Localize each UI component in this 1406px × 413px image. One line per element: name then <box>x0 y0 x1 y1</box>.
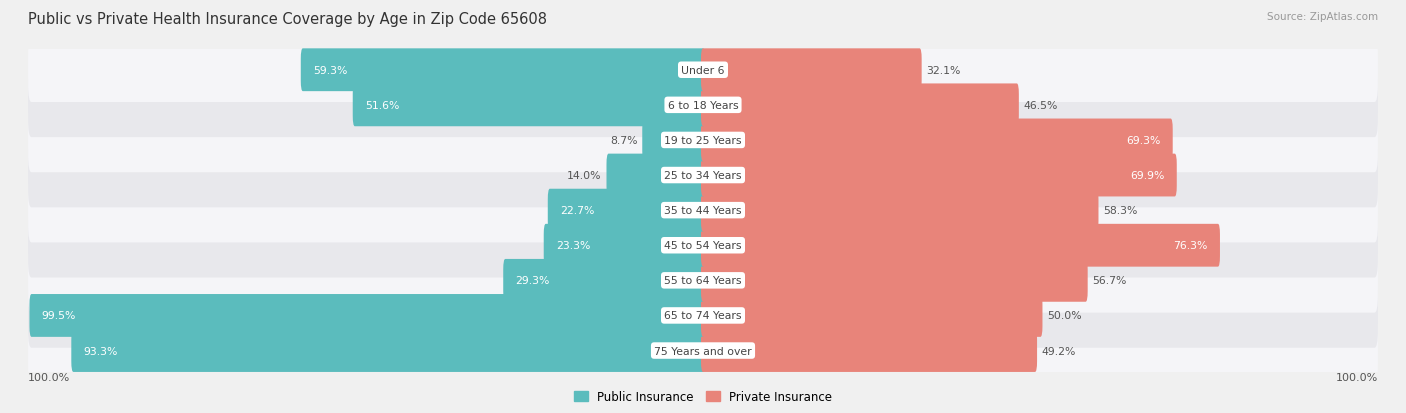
Text: 58.3%: 58.3% <box>1104 206 1137 216</box>
FancyBboxPatch shape <box>548 189 704 232</box>
Text: 23.3%: 23.3% <box>555 241 591 251</box>
FancyBboxPatch shape <box>606 154 704 197</box>
FancyBboxPatch shape <box>702 224 1220 267</box>
Text: Under 6: Under 6 <box>682 66 724 76</box>
FancyBboxPatch shape <box>702 329 1038 372</box>
Text: 35 to 44 Years: 35 to 44 Years <box>664 206 742 216</box>
Text: 99.5%: 99.5% <box>42 311 76 320</box>
FancyBboxPatch shape <box>353 84 704 127</box>
FancyBboxPatch shape <box>72 329 704 372</box>
FancyBboxPatch shape <box>544 224 704 267</box>
Text: Source: ZipAtlas.com: Source: ZipAtlas.com <box>1267 12 1378 22</box>
Text: 22.7%: 22.7% <box>560 206 595 216</box>
Text: 56.7%: 56.7% <box>1092 275 1126 286</box>
FancyBboxPatch shape <box>28 318 1378 383</box>
Legend: Public Insurance, Private Insurance: Public Insurance, Private Insurance <box>569 385 837 408</box>
Text: Public vs Private Health Insurance Coverage by Age in Zip Code 65608: Public vs Private Health Insurance Cover… <box>28 12 547 27</box>
Text: 76.3%: 76.3% <box>1174 241 1208 251</box>
FancyBboxPatch shape <box>30 294 704 337</box>
FancyBboxPatch shape <box>643 119 704 162</box>
Text: 51.6%: 51.6% <box>366 101 399 111</box>
Text: 25 to 34 Years: 25 to 34 Years <box>664 171 742 180</box>
Text: 75 Years and over: 75 Years and over <box>654 346 752 356</box>
FancyBboxPatch shape <box>702 49 922 92</box>
FancyBboxPatch shape <box>702 84 1019 127</box>
FancyBboxPatch shape <box>702 294 1042 337</box>
Text: 29.3%: 29.3% <box>516 275 550 286</box>
FancyBboxPatch shape <box>702 259 1088 302</box>
Text: 45 to 54 Years: 45 to 54 Years <box>664 241 742 251</box>
FancyBboxPatch shape <box>28 143 1378 208</box>
FancyBboxPatch shape <box>702 189 1098 232</box>
Text: 14.0%: 14.0% <box>567 171 602 180</box>
Text: 19 to 25 Years: 19 to 25 Years <box>664 135 742 146</box>
Text: 55 to 64 Years: 55 to 64 Years <box>664 275 742 286</box>
Text: 6 to 18 Years: 6 to 18 Years <box>668 101 738 111</box>
Text: 59.3%: 59.3% <box>314 66 347 76</box>
FancyBboxPatch shape <box>28 74 1378 138</box>
Text: 69.9%: 69.9% <box>1130 171 1164 180</box>
Text: 32.1%: 32.1% <box>927 66 960 76</box>
Text: 49.2%: 49.2% <box>1042 346 1076 356</box>
FancyBboxPatch shape <box>503 259 704 302</box>
FancyBboxPatch shape <box>702 119 1173 162</box>
Text: 93.3%: 93.3% <box>83 346 118 356</box>
FancyBboxPatch shape <box>702 154 1177 197</box>
FancyBboxPatch shape <box>28 108 1378 173</box>
FancyBboxPatch shape <box>28 38 1378 103</box>
Text: 100.0%: 100.0% <box>1336 373 1378 382</box>
Text: 100.0%: 100.0% <box>28 373 70 382</box>
Text: 69.3%: 69.3% <box>1126 135 1160 146</box>
FancyBboxPatch shape <box>28 178 1378 243</box>
Text: 65 to 74 Years: 65 to 74 Years <box>664 311 742 320</box>
Text: 50.0%: 50.0% <box>1047 311 1081 320</box>
FancyBboxPatch shape <box>28 249 1378 313</box>
Text: 46.5%: 46.5% <box>1024 101 1057 111</box>
FancyBboxPatch shape <box>301 49 704 92</box>
FancyBboxPatch shape <box>28 214 1378 278</box>
FancyBboxPatch shape <box>28 283 1378 348</box>
Text: 8.7%: 8.7% <box>610 135 637 146</box>
